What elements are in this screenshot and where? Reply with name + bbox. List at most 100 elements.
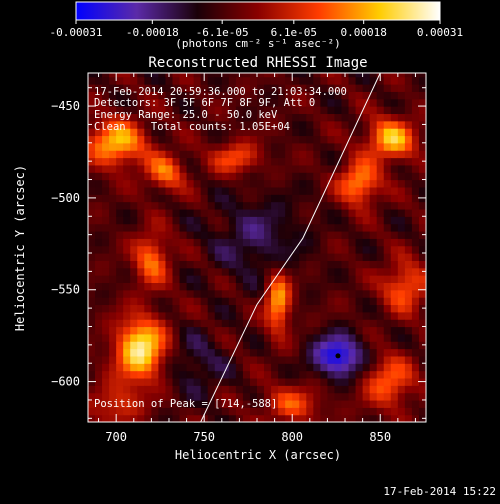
heatmap-cell: [369, 348, 378, 357]
heatmap-cell: [334, 76, 343, 85]
heatmap-cell: [278, 289, 286, 298]
heatmap-cell: [116, 208, 124, 217]
heatmap-cell: [186, 377, 195, 386]
heatmap-cell: [264, 201, 272, 210]
heatmap-cell: [257, 289, 265, 298]
heatmap-cell: [285, 128, 293, 137]
heatmap-cell: [271, 392, 279, 401]
heatmap-cell: [355, 186, 364, 195]
heatmap-cell: [292, 120, 300, 129]
heatmap-cell: [186, 385, 195, 394]
heatmap-cell: [116, 194, 124, 203]
heatmap-cell: [397, 275, 406, 283]
heatmap-cell: [116, 245, 124, 254]
heatmap-cell: [376, 164, 385, 173]
heatmap-cell: [207, 260, 216, 269]
heatmap-cell: [418, 370, 426, 379]
heatmap-cell: [186, 223, 195, 232]
heatmap-cell: [88, 208, 96, 217]
heatmap-cell: [334, 399, 343, 408]
heatmap-cell: [151, 208, 160, 217]
heatmap-cell: [137, 297, 145, 306]
heatmap-cell: [172, 230, 181, 239]
heatmap-cell: [242, 355, 251, 364]
heatmap-cell: [334, 370, 343, 379]
heatmap-cell: [95, 238, 103, 247]
heatmap-cell: [221, 348, 230, 357]
heatmap-cell: [383, 208, 392, 217]
heatmap-cell: [299, 282, 307, 291]
heatmap-cell: [123, 73, 131, 78]
heatmap-cell: [116, 186, 124, 195]
heatmap-cell: [123, 267, 131, 276]
heatmap-cell: [369, 319, 378, 328]
heatmap-cell: [235, 91, 244, 100]
heatmap-cell: [151, 223, 160, 232]
heatmap-cell: [306, 385, 314, 394]
heatmap-cell: [320, 230, 329, 239]
heatmap-cell: [285, 238, 293, 247]
heatmap-cell: [179, 414, 188, 422]
heatmap-cell: [130, 106, 138, 115]
heatmap-cell: [411, 399, 420, 408]
heatmap-cell: [130, 76, 138, 85]
heatmap-cell: [207, 157, 216, 166]
heatmap-cell: [228, 179, 237, 188]
heatmap-cell: [144, 150, 152, 159]
heatmap-cell: [186, 91, 195, 100]
heatmap-cell: [320, 341, 329, 350]
heatmap-cell: [348, 186, 357, 195]
heatmap-cell: [109, 135, 117, 144]
heatmap-cell: [362, 150, 371, 159]
heatmap-cell: [390, 223, 399, 232]
heatmap-cell: [376, 282, 385, 291]
heatmap-cell: [264, 363, 272, 372]
heatmap-cell: [376, 326, 385, 335]
heatmap-cell: [285, 348, 293, 357]
heatmap-cell: [306, 341, 314, 350]
heatmap-cell: [193, 216, 202, 225]
heatmap-cell: [334, 297, 343, 306]
heatmap-cell: [109, 319, 117, 328]
heatmap-cell: [411, 150, 420, 159]
heatmap-cell: [341, 113, 350, 122]
heatmap-cell: [130, 164, 138, 173]
heatmap-cell: [369, 106, 378, 115]
heatmap-cell: [397, 238, 406, 247]
heatmap-cell: [320, 377, 329, 386]
heatmap-cell: [313, 157, 321, 166]
heatmap-cell: [242, 128, 251, 137]
heatmap-cell: [320, 289, 329, 298]
heatmap-cell: [88, 355, 96, 364]
heatmap-cell: [257, 253, 265, 261]
heatmap-cell: [327, 319, 336, 328]
heatmap-cell: [207, 348, 216, 357]
heatmap-cell: [242, 73, 251, 78]
heatmap-cell: [390, 414, 399, 422]
heatmap-cell: [214, 98, 223, 107]
heatmap-cell: [264, 297, 272, 306]
heatmap-cell: [320, 319, 329, 328]
heatmap-cell: [249, 106, 258, 115]
heatmap-cell: [88, 407, 96, 416]
heatmap-cell: [348, 135, 357, 144]
heatmap-cell: [179, 253, 188, 261]
heatmap-cell: [264, 208, 272, 217]
heatmap-cell: [130, 348, 138, 357]
heatmap-cell: [264, 370, 272, 379]
heatmap-cell: [207, 282, 216, 291]
heatmap-cell: [397, 157, 406, 166]
heatmap-cell: [165, 245, 174, 254]
heatmap-cell: [179, 355, 188, 364]
heatmap-cell: [369, 282, 378, 291]
heatmap-cell: [207, 216, 216, 225]
heatmap-cell: [144, 326, 152, 335]
heatmap-cell: [299, 172, 307, 181]
heatmap-cell: [130, 370, 138, 379]
heatmap-cell: [95, 289, 103, 298]
heatmap-cell: [292, 363, 300, 372]
heatmap-cell: [404, 106, 413, 115]
heatmap-cell: [404, 385, 413, 394]
heatmap-cell: [299, 407, 307, 416]
heatmap-cell: [186, 399, 195, 408]
